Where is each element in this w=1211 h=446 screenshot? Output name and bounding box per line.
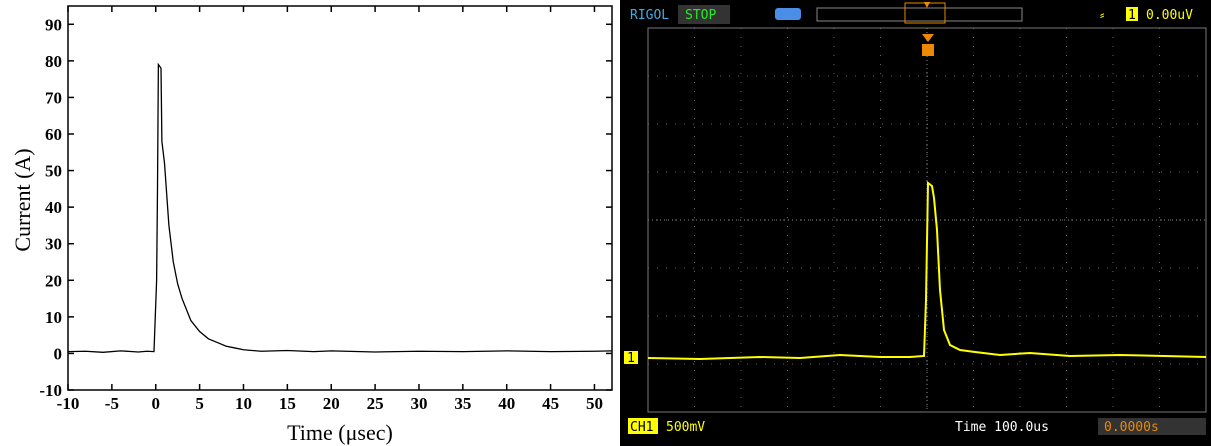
x-tick-label: -5 — [105, 394, 119, 413]
x-tick-label: 20 — [323, 394, 340, 413]
x-tick-label: 50 — [586, 394, 603, 413]
channel-marker: 1 — [627, 351, 635, 366]
x-tick-label: 15 — [279, 394, 296, 413]
current-line — [68, 65, 612, 353]
x-tick-label: 40 — [498, 394, 515, 413]
edge-icon: ⸗ — [1100, 8, 1104, 23]
channel-scale: 500mV — [666, 420, 705, 435]
scope-bg — [620, 0, 1211, 446]
x-tick-label: 10 — [235, 394, 252, 413]
oscilloscope: RIGOL STOP ⸗ 1 0.00uV 1 CH1 500mV Time 1… — [620, 0, 1211, 446]
x-tick-label: 45 — [542, 394, 559, 413]
y-tick-label: 10 — [45, 308, 62, 327]
memory-icon — [775, 8, 801, 20]
figure: Time (μsec) Current (A) RIGOL STOP ⸗ 1 0… — [0, 0, 1211, 446]
x-tick-label: 30 — [410, 394, 427, 413]
y-tick-label: 70 — [45, 88, 62, 107]
y-tick-label: -10 — [39, 381, 62, 400]
y-tick-label: 60 — [45, 125, 62, 144]
x-tick-label: 5 — [195, 394, 204, 413]
x-tick-label: 35 — [454, 394, 471, 413]
x-axis-label: Time (μsec) — [287, 420, 393, 445]
timebase: Time 100.0us — [955, 420, 1049, 435]
trigger-channel: 1 — [1128, 8, 1136, 23]
channel-label: CH1 — [630, 420, 653, 435]
y-axis-label: Current (A) — [10, 148, 35, 251]
y-tick-label: 20 — [45, 271, 62, 290]
y-tick-label: 0 — [54, 344, 63, 363]
x-tick-label: 25 — [367, 394, 384, 413]
scope-status: STOP — [685, 8, 716, 23]
y-tick-label: 40 — [45, 198, 62, 217]
y-tick-label: 30 — [45, 235, 62, 254]
y-tick-label: 80 — [45, 52, 62, 71]
x-tick-label: 0 — [151, 394, 160, 413]
plot-frame — [68, 6, 612, 390]
trigger-level: 0.00uV — [1146, 8, 1193, 23]
trigger-offset: 0.0000s — [1104, 420, 1159, 435]
y-tick-label: 50 — [45, 162, 62, 181]
scope-brand: RIGOL — [630, 8, 669, 23]
y-tick-label: 90 — [45, 15, 62, 34]
